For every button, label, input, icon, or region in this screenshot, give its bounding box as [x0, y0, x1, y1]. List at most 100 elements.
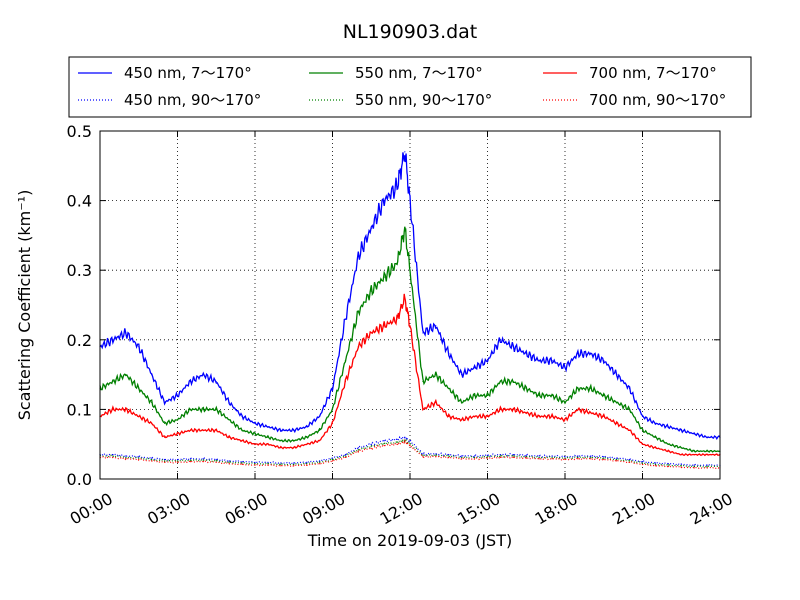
data-point	[654, 465, 657, 467]
data-point	[628, 461, 631, 463]
series-line	[99, 226, 721, 453]
data-point	[112, 455, 114, 457]
data-point	[693, 433, 695, 435]
data-point	[396, 443, 398, 445]
data-point	[280, 440, 282, 442]
data-point	[138, 457, 140, 459]
data-point	[486, 415, 489, 417]
data-point	[706, 465, 708, 468]
data-point	[215, 380, 217, 383]
data-point	[151, 422, 153, 424]
data-point	[138, 346, 140, 348]
data-point	[331, 408, 334, 410]
data-point	[538, 455, 540, 457]
data-point	[525, 454, 527, 456]
data-point	[525, 412, 527, 414]
data-point	[667, 465, 669, 468]
data-point	[616, 460, 618, 462]
data-point	[151, 460, 153, 462]
data-point	[512, 454, 514, 456]
data-point	[241, 415, 243, 417]
data-point	[693, 467, 695, 469]
data-point	[215, 460, 217, 462]
data-point	[486, 454, 489, 456]
data-point	[667, 443, 669, 445]
data-point	[241, 463, 243, 465]
data-point	[202, 461, 204, 463]
data-point	[125, 455, 127, 457]
data-point	[693, 450, 695, 452]
data-point	[473, 458, 476, 460]
data-point	[215, 408, 217, 410]
data-point	[628, 408, 631, 410]
data-point	[538, 458, 540, 460]
data-point	[706, 450, 708, 452]
data-point	[125, 374, 127, 376]
data-point	[125, 408, 127, 410]
legend-label: 700 nm, 90～170°	[589, 91, 726, 109]
data-point	[404, 227, 406, 230]
data-point	[370, 445, 372, 447]
data-point	[138, 415, 140, 417]
data-point	[409, 200, 411, 202]
data-point	[473, 367, 476, 369]
data-point	[306, 464, 308, 466]
data-point	[189, 429, 192, 431]
data-point	[357, 447, 359, 449]
data-point	[654, 447, 657, 449]
x-tick-label: 06:00	[222, 489, 271, 529]
data-point	[706, 454, 708, 456]
data-point	[564, 401, 566, 404]
data-point	[616, 457, 618, 459]
data-point	[280, 465, 282, 467]
data-point	[564, 367, 566, 369]
data-point	[112, 454, 114, 456]
data-point	[486, 360, 489, 362]
data-point	[138, 458, 140, 461]
x-tick-label: 24:00	[687, 489, 736, 529]
data-point	[628, 458, 631, 461]
data-point	[603, 394, 605, 397]
y-axis-label: Scattering Coefficient (km⁻¹)	[15, 190, 34, 421]
data-point	[151, 374, 153, 376]
x-tick-label: 12:00	[377, 489, 426, 529]
data-point	[641, 462, 644, 464]
data-point	[318, 461, 321, 463]
data-point	[383, 276, 385, 278]
x-tick-label: 09:00	[299, 489, 348, 529]
data-point	[383, 440, 385, 442]
data-point	[189, 461, 192, 463]
data-point	[448, 455, 450, 457]
data-point	[667, 464, 669, 466]
data-point	[486, 456, 489, 458]
data-point	[680, 466, 682, 468]
data-point	[512, 346, 514, 348]
data-point	[280, 462, 282, 464]
data-point	[404, 436, 406, 438]
data-point	[383, 325, 385, 327]
data-point	[564, 419, 566, 421]
data-point	[422, 380, 424, 383]
data-point	[163, 458, 166, 461]
series-line	[99, 152, 721, 440]
data-point	[404, 441, 406, 443]
data-point	[189, 380, 192, 383]
data-point	[422, 332, 424, 334]
data-point	[318, 429, 321, 431]
data-point	[448, 454, 450, 456]
data-point	[318, 415, 321, 417]
data-point	[435, 325, 437, 327]
data-point	[409, 325, 411, 327]
data-point	[331, 458, 334, 461]
data-point	[499, 339, 502, 341]
data-point	[499, 380, 502, 383]
data-point	[577, 456, 579, 459]
data-point	[254, 463, 256, 465]
data-point	[370, 332, 372, 334]
data-point	[112, 408, 114, 410]
data-point	[404, 151, 406, 153]
data-point	[404, 297, 406, 299]
data-point	[125, 332, 127, 334]
data-point	[706, 464, 708, 466]
data-point	[577, 458, 579, 460]
